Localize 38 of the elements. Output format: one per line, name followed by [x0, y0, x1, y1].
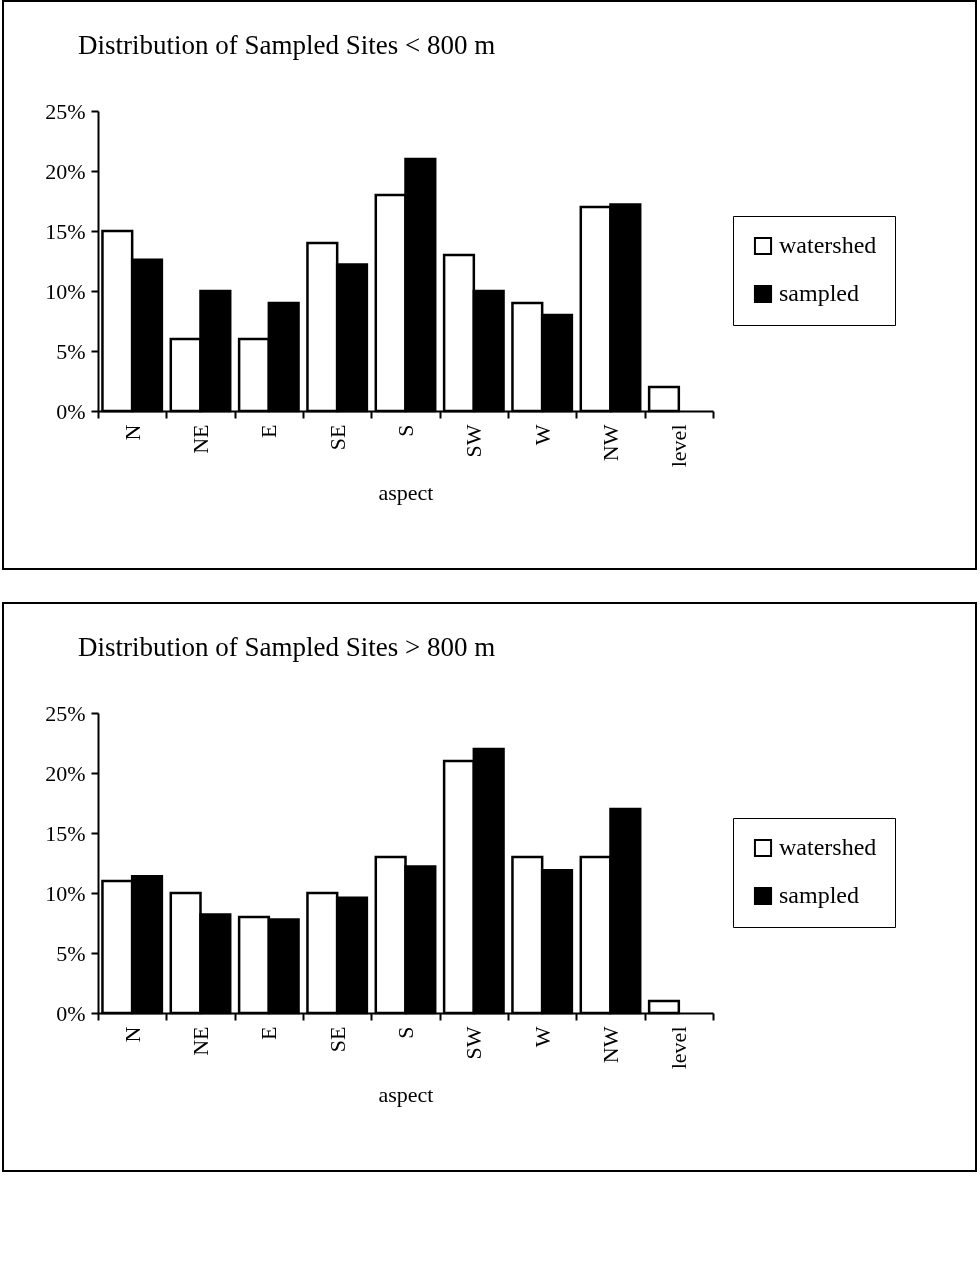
x-tick-label: N — [119, 1026, 145, 1043]
x-axis-title: aspect — [378, 480, 434, 506]
legend-label: sampled — [779, 882, 859, 908]
x-tick-label: S — [393, 424, 418, 437]
legend-label: watershed — [779, 834, 877, 860]
y-tick-label: 0% — [56, 398, 86, 424]
y-tick-label: 20% — [45, 158, 86, 184]
legend-label: watershed — [779, 232, 877, 258]
y-tick-label: 15% — [45, 218, 86, 244]
x-tick-label: SE — [324, 424, 350, 451]
y-tick-label: 25% — [45, 98, 86, 124]
x-tick-label: SW — [461, 1026, 487, 1060]
y-tick-label: 25% — [45, 700, 86, 726]
y-tick-label: 20% — [45, 760, 86, 786]
x-tick-label: NW — [598, 424, 623, 462]
x-tick-label: level — [666, 424, 692, 468]
x-tick-label: SE — [324, 1026, 350, 1053]
y-tick-label: 5% — [56, 338, 86, 364]
y-tick-label: 10% — [45, 880, 86, 906]
x-tick-label: NE — [188, 1026, 213, 1056]
x-tick-label: NE — [188, 424, 213, 454]
x-tick-label: W — [529, 424, 555, 446]
x-tick-label: SW — [461, 424, 487, 458]
x-tick-label: level — [666, 1026, 692, 1070]
chart-title: Distribution of Sampled Sites < 800 m — [78, 30, 496, 60]
x-tick-label: N — [119, 424, 145, 441]
y-tick-label: 5% — [56, 940, 86, 966]
y-tick-label: 0% — [56, 1000, 86, 1026]
y-tick-label: 15% — [45, 820, 86, 846]
x-tick-label: NW — [598, 1026, 623, 1064]
x-tick-label: S — [393, 1026, 418, 1039]
x-axis-title: aspect — [378, 1082, 434, 1108]
chart-title: Distribution of Sampled Sites > 800 m — [78, 632, 496, 662]
x-tick-label: E — [256, 1026, 282, 1040]
x-tick-label: E — [256, 424, 282, 438]
legend-label: sampled — [779, 280, 859, 306]
x-tick-label: W — [529, 1026, 555, 1048]
y-tick-label: 10% — [45, 278, 86, 304]
